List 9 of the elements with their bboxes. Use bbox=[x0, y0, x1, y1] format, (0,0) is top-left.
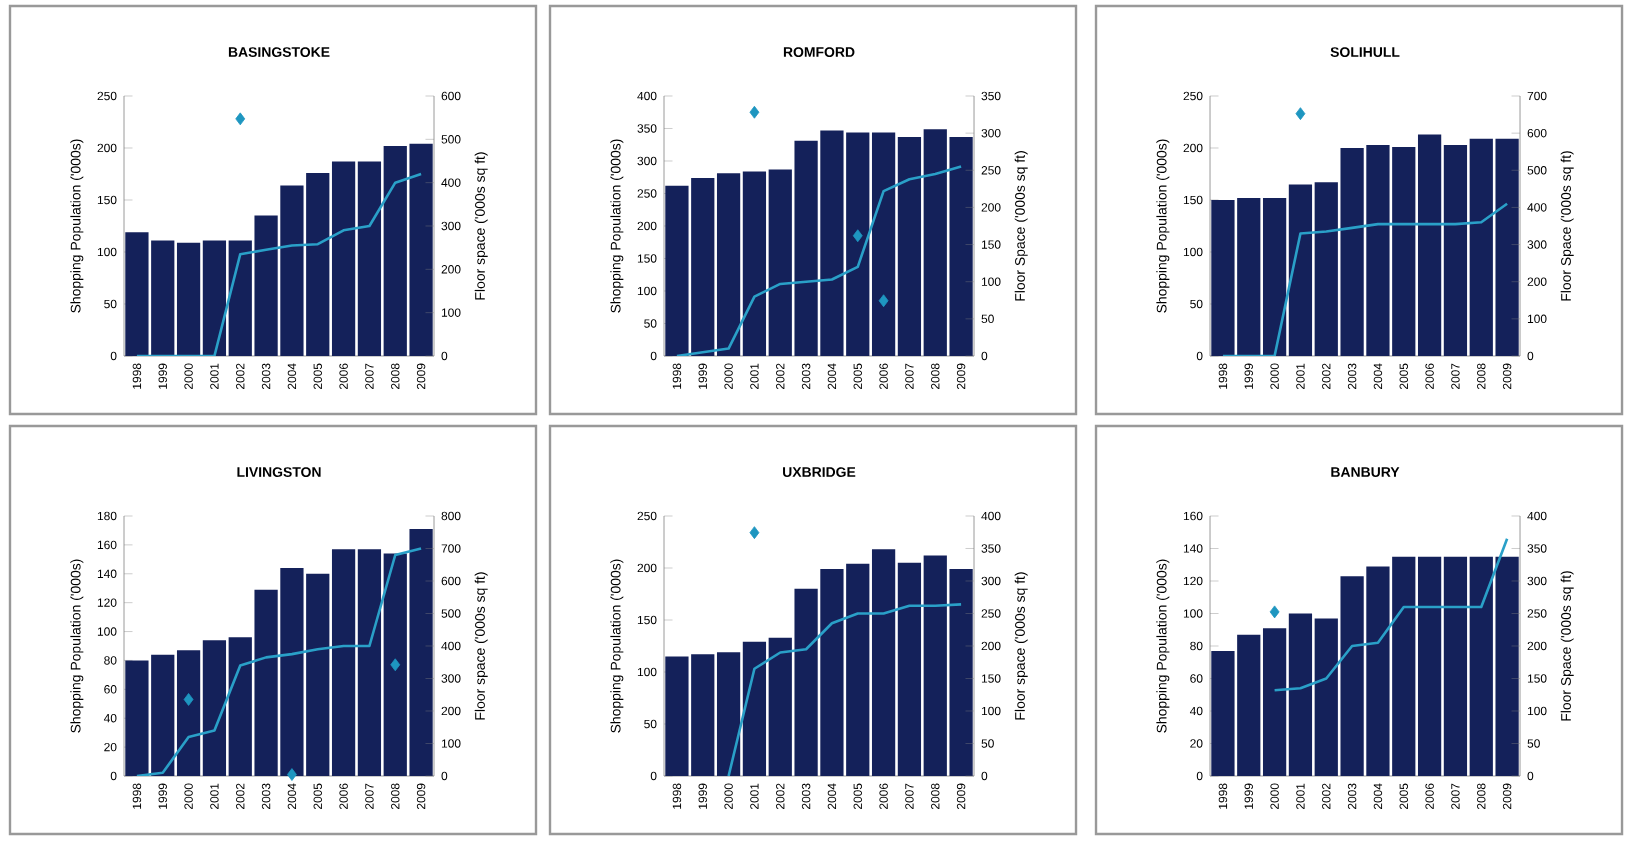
point bbox=[183, 693, 194, 706]
point bbox=[878, 294, 889, 308]
point bbox=[390, 658, 401, 672]
line-series bbox=[135, 547, 423, 776]
point bbox=[749, 105, 760, 119]
point bbox=[287, 768, 297, 781]
point bbox=[852, 229, 863, 243]
line-series bbox=[675, 165, 963, 356]
line-series bbox=[727, 603, 963, 776]
